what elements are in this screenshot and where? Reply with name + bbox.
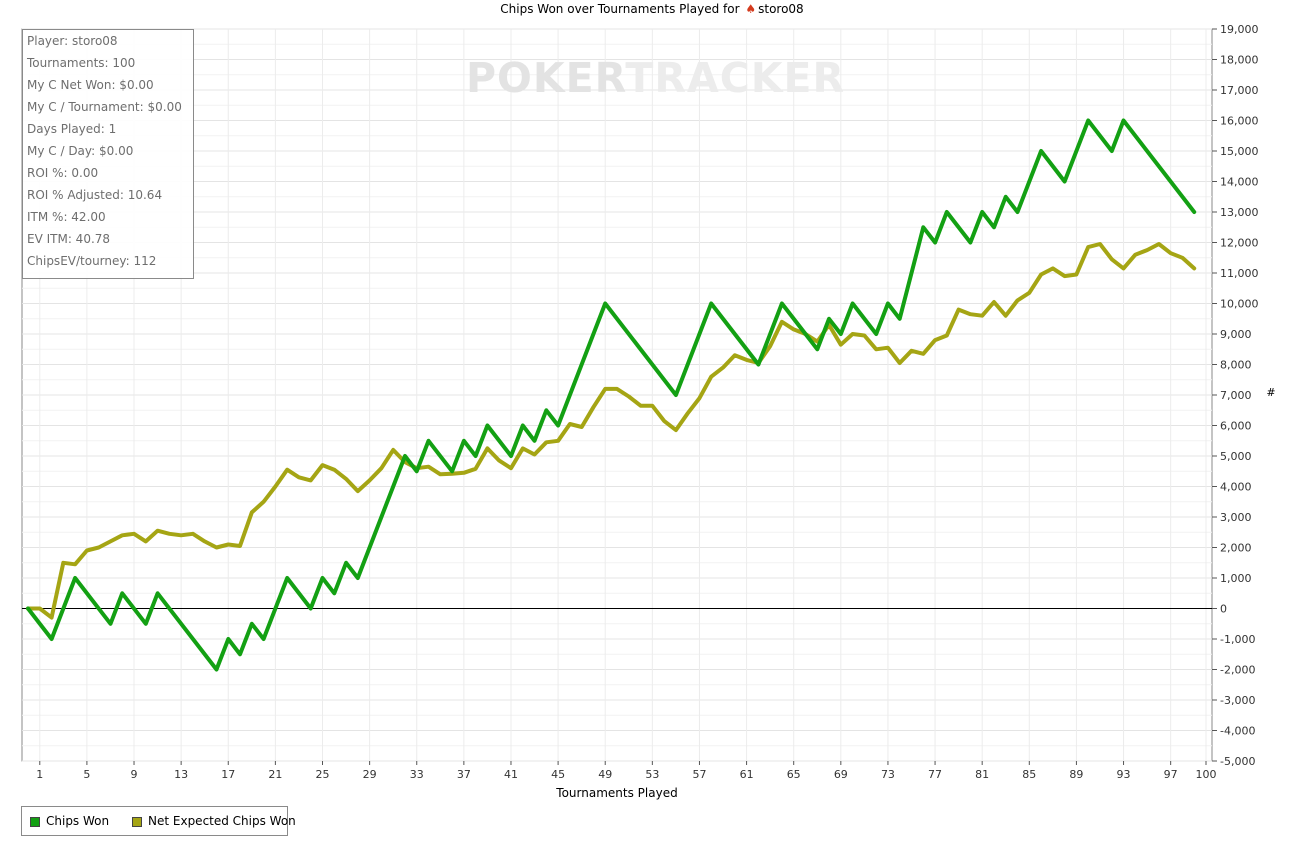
x-tick-label: 85 — [1022, 768, 1036, 781]
x-tick-label: 45 — [551, 768, 565, 781]
x-tick-label: 41 — [504, 768, 518, 781]
stat-roi: ROI %: 0.00 — [27, 166, 99, 180]
chart-title: Chips Won over Tournaments Played for ♠ s… — [0, 2, 1304, 16]
series-line-net-expected — [26, 242, 1197, 620]
x-tick-label: 37 — [457, 768, 471, 781]
x-tick-label: 100 — [1196, 768, 1217, 781]
legend-item-chips-won: Chips Won — [30, 814, 109, 828]
x-tick-label: 57 — [692, 768, 706, 781]
y-tick-label: 12,000 — [1220, 237, 1259, 250]
chart-legend: Chips Won Net Expected Chips Won — [21, 806, 296, 836]
y-tick-label: 14,000 — [1220, 176, 1259, 189]
x-tick-label: 25 — [316, 768, 330, 781]
x-tick-label: 1 — [36, 768, 43, 781]
x-tick-label: 81 — [975, 768, 989, 781]
chart-title-player: storo08 — [758, 2, 804, 16]
x-tick-label: 17 — [221, 768, 235, 781]
stat-per-day: My C / Day: $0.00 — [27, 144, 134, 158]
y-tick-label: -2,000 — [1220, 664, 1255, 677]
x-tick-label: 13 — [174, 768, 188, 781]
x-tick-label: 49 — [598, 768, 612, 781]
stat-chipsev: ChipsEV/tourney: 112 — [27, 254, 157, 268]
x-tick-label: 89 — [1069, 768, 1083, 781]
chart-title-text: Chips Won over Tournaments Played for — [500, 2, 740, 16]
x-axis-label: Tournaments Played — [555, 786, 677, 800]
y-tick-label: -3,000 — [1220, 694, 1255, 707]
legend-swatch-chips-won — [30, 816, 40, 827]
spade-icon: ♠ — [745, 2, 757, 16]
y-tick-label: 3,000 — [1220, 511, 1252, 524]
stat-ev-itm: EV ITM: 40.78 — [27, 232, 111, 246]
x-tick-label: 73 — [881, 768, 895, 781]
y-tick-label: -1,000 — [1220, 633, 1255, 646]
player-stats-box: Player: storo08 Tournaments: 100 My C Ne… — [22, 29, 194, 279]
x-tick-label: 29 — [363, 768, 377, 781]
x-tick-label: 69 — [834, 768, 848, 781]
legend-label-chips-won: Chips Won — [46, 814, 110, 828]
y-tick-label: 19,000 — [1220, 23, 1259, 36]
y-tick-label: 18,000 — [1220, 54, 1259, 67]
y-tick-label: 11,000 — [1220, 267, 1259, 280]
x-tick-label: 93 — [1117, 768, 1131, 781]
stat-player: Player: storo08 — [27, 34, 118, 48]
legend-swatch-net-expected — [132, 816, 142, 827]
stat-net-won: My C Net Won: $0.00 — [27, 78, 154, 92]
y-tick-label: 1,000 — [1220, 572, 1252, 585]
y-tick-label: 2,000 — [1220, 542, 1252, 555]
y-tick-label: 17,000 — [1220, 84, 1259, 97]
x-tick-label: 5 — [83, 768, 90, 781]
y-tick-label: 8,000 — [1220, 359, 1252, 372]
stat-days-played: Days Played: 1 — [27, 122, 117, 136]
y-axis-label: # — [1266, 386, 1275, 399]
y-tick-label: -5,000 — [1220, 755, 1255, 768]
x-tick-label: 65 — [787, 768, 801, 781]
y-tick-label: 4,000 — [1220, 481, 1252, 494]
x-tick-label: 53 — [645, 768, 659, 781]
x-tick-label: 9 — [131, 768, 138, 781]
legend-item-net-expected: Net Expected Chips Won — [132, 814, 296, 828]
stat-roi-adjusted: ROI % Adjusted: 10.64 — [27, 188, 163, 202]
x-tick-label: 61 — [740, 768, 754, 781]
stat-itm: ITM %: 42.00 — [27, 210, 106, 224]
x-tick-label: 21 — [268, 768, 282, 781]
stat-tournaments: Tournaments: 100 — [27, 56, 136, 70]
y-tick-label: 9,000 — [1220, 328, 1252, 341]
y-tick-label: 0 — [1220, 603, 1227, 616]
y-tick-label: 7,000 — [1220, 389, 1252, 402]
y-tick-label: -4,000 — [1220, 725, 1255, 738]
y-tick-label: 13,000 — [1220, 206, 1259, 219]
pokertracker-watermark: POKERTRACKER — [466, 54, 846, 102]
x-tick-label: 97 — [1164, 768, 1178, 781]
y-tick-label: 15,000 — [1220, 145, 1259, 158]
series-line-chips-won — [26, 118, 1197, 672]
y-tick-label: 16,000 — [1220, 115, 1259, 128]
y-tick-label: 6,000 — [1220, 420, 1252, 433]
y-tick-label: 10,000 — [1220, 298, 1259, 311]
legend-label-net-expected: Net Expected Chips Won — [148, 814, 296, 828]
x-tick-label: 33 — [410, 768, 424, 781]
y-tick-label: 5,000 — [1220, 450, 1252, 463]
stat-per-tournament: My C / Tournament: $0.00 — [27, 100, 182, 114]
x-tick-label: 77 — [928, 768, 942, 781]
